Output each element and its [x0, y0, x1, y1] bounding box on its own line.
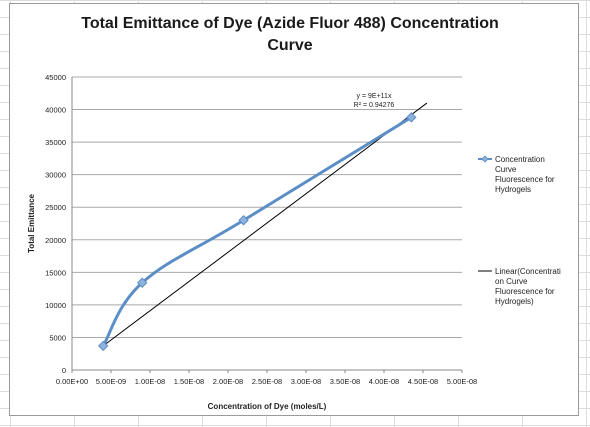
data-point-marker: [406, 112, 417, 123]
x-tick-label: 5.00E-08: [447, 377, 477, 386]
x-tick-label: 1.50E-08: [174, 377, 204, 386]
x-tick-label: 2.50E-08: [252, 377, 282, 386]
x-axis-label: Concentration of Dye (moles/L): [208, 402, 327, 411]
series: [97, 102, 428, 352]
legend-entry-label: Fluorescence for: [495, 287, 555, 296]
legend-swatch-marker: [481, 155, 489, 163]
x-tick-label: 3.00E-08: [291, 377, 321, 386]
y-tick-label: 5000: [49, 333, 66, 342]
y-tick-label: 35000: [45, 138, 66, 147]
x-tick-label: 2.00E-08: [213, 377, 243, 386]
data-point-marker: [136, 277, 148, 288]
x-tick-labels: 0.00E+00 5.00E-09 1.00E-08 1.50E-08 2.00E-08…: [56, 377, 477, 386]
legend-entry-label: Fluorescence for: [495, 175, 555, 184]
trendline-equation: y = 9E+11x: [357, 93, 392, 100]
y-tick-label: 30000: [45, 171, 66, 180]
y-tick-labels: 0 5000 10000 15000 20000 25000 30000 35000 40000…: [45, 73, 66, 375]
x-tick-label: 1.00E-08: [135, 377, 165, 386]
legend-entry-label: on Curve: [495, 277, 528, 286]
data-point-marker: [97, 340, 109, 352]
x-tick-label: 5.00E-09: [96, 377, 126, 386]
y-tick-label: 45000: [45, 73, 66, 82]
chart-title: Total Emittance of Dye (Azide Fluor 488)…: [81, 15, 499, 54]
trendline-equation: R² = 0.94276: [354, 102, 395, 109]
trendline-annotation: y = 9E+11x R² = 0.94276: [354, 93, 395, 109]
trendline: [102, 102, 428, 347]
legend-entry-label: Curve: [495, 165, 517, 174]
legend-entry-label: Concentration: [495, 155, 545, 164]
data-point-marker: [238, 215, 249, 226]
y-tick-label: 10000: [45, 301, 66, 310]
axes: [71, 77, 463, 373]
x-tick-label: 0.00E+00: [56, 377, 88, 386]
y-axis-label: Total Emittance: [27, 193, 36, 253]
legend-entry-label: Linear(Concentrati: [495, 267, 561, 276]
x-tick-label: 4.00E-08: [369, 377, 399, 386]
x-tick-label: 4.50E-08: [408, 377, 438, 386]
y-tick-label: 20000: [45, 236, 66, 245]
legend-entry-label: Hydrogels: [495, 185, 531, 194]
y-tick-label: 0: [62, 366, 66, 375]
legend-entry-label: Hydrogels): [495, 297, 534, 306]
series-line-concentration: [101, 116, 413, 347]
x-tick-label: 3.50E-08: [330, 377, 360, 386]
y-tick-label: 25000: [45, 203, 66, 212]
y-tick-label: 15000: [45, 268, 66, 277]
y-tick-label: 40000: [45, 106, 66, 115]
